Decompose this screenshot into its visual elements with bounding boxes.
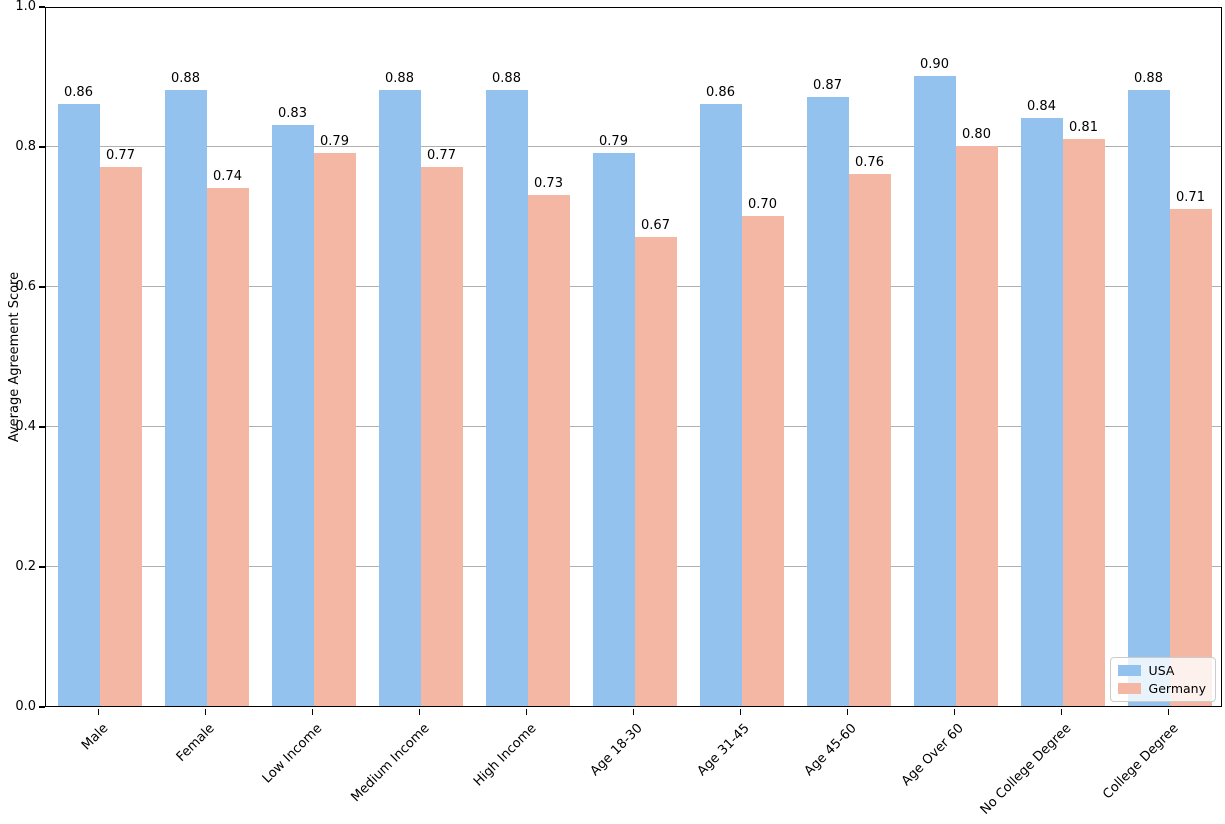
legend-label-germany: Germany (1148, 681, 1206, 696)
x-tick-mark-1 (204, 708, 207, 715)
bar-germany-9 (1062, 139, 1105, 706)
x-tick-mark-0 (97, 708, 100, 715)
bar-germany-7 (848, 174, 891, 706)
bar-usa-0 (57, 104, 100, 706)
plot-area: 0.86 0.77 0.88 0.74 0.83 0.79 0.88 0.77 0.88 0.73… (45, 7, 1222, 707)
y-axis-title: Average Agreement Score (7, 197, 25, 517)
x-tick-label-10: College Degree (911, 717, 1181, 802)
y-tick-mark-0.0 (39, 706, 45, 708)
y-tick-mark-0.2 (39, 566, 45, 568)
x-tick-mark-4 (525, 708, 528, 715)
bar-germany-10 (1169, 209, 1212, 706)
bar-usa-3 (378, 90, 421, 706)
x-tick-mark-7 (846, 708, 849, 715)
x-tick-mark-3 (418, 708, 421, 715)
bar-usa-7 (806, 97, 849, 706)
legend-swatch-germany (1117, 683, 1141, 694)
legend-entry-germany: Germany (1117, 681, 1206, 696)
bar-germany-5 (634, 237, 677, 706)
y-tick-mark-0.6 (39, 286, 45, 288)
bar-usa-8 (913, 76, 956, 706)
bar-usa-9 (1020, 118, 1063, 706)
bar-germany-1 (206, 188, 249, 706)
y-tick-label-0.8: 0.8 (15, 138, 36, 154)
bar-value-label-germany-5: 0.67 (641, 218, 670, 233)
bar-value-label-germany-9: 0.81 (1069, 120, 1098, 135)
bar-value-label-germany-2: 0.79 (320, 134, 349, 149)
y-tick-mark-1.0 (39, 6, 45, 8)
y-axis-title-text: Average Agreement Score (7, 271, 22, 443)
y-tick-mark-0.4 (39, 426, 45, 428)
y-tick-label-0.4: 0.4 (15, 418, 36, 434)
bar-germany-0 (99, 167, 142, 706)
x-tick-label-text: No College Degree (977, 721, 1075, 818)
legend-entry-usa: USA (1117, 663, 1206, 678)
x-tick-mark-9 (1060, 708, 1063, 715)
bar-value-label-usa-10: 0.88 (1134, 71, 1163, 86)
y-tick-label-0.0: 0.0 (15, 698, 36, 714)
bar-usa-5 (592, 153, 635, 706)
bar-germany-2 (313, 153, 356, 706)
bar-value-label-usa-7: 0.87 (813, 78, 842, 93)
bar-value-label-germany-1: 0.74 (213, 169, 242, 184)
bar-value-label-usa-5: 0.79 (599, 134, 628, 149)
legend-swatch-usa (1117, 665, 1141, 676)
bar-value-label-usa-2: 0.83 (278, 106, 307, 121)
bar-germany-4 (527, 195, 570, 706)
x-tick-label-text: College Degree (1099, 721, 1182, 803)
bar-value-label-germany-0: 0.77 (106, 148, 135, 163)
bar-usa-10 (1127, 90, 1170, 706)
bar-usa-4 (485, 90, 528, 706)
bar-value-label-usa-3: 0.88 (385, 71, 414, 86)
bar-value-label-usa-1: 0.88 (171, 71, 200, 86)
bar-value-label-germany-3: 0.77 (427, 148, 456, 163)
bar-usa-6 (699, 104, 742, 706)
bar-value-label-usa-9: 0.84 (1027, 99, 1056, 114)
y-tick-label-1.0: 1.0 (15, 0, 36, 14)
bar-value-label-germany-4: 0.73 (534, 176, 563, 191)
x-tick-mark-10 (1167, 708, 1170, 715)
legend: USA Germany (1109, 657, 1216, 702)
bar-germany-3 (420, 167, 463, 706)
bar-value-label-germany-8: 0.80 (962, 127, 991, 142)
bar-value-label-germany-10: 0.71 (1176, 190, 1205, 205)
bar-value-label-germany-6: 0.70 (748, 197, 777, 212)
bar-value-label-usa-6: 0.86 (706, 85, 735, 100)
y-tick-mark-0.8 (39, 146, 45, 148)
bar-value-label-usa-4: 0.88 (492, 71, 521, 86)
y-tick-label-0.6: 0.6 (15, 278, 36, 294)
bar-value-label-germany-7: 0.76 (855, 155, 884, 170)
gridline-0.8 (46, 145, 1221, 147)
bar-germany-8 (955, 146, 998, 706)
x-tick-mark-8 (953, 708, 956, 715)
x-tick-mark-6 (739, 708, 742, 715)
bar-value-label-usa-0: 0.86 (64, 85, 93, 100)
bar-value-label-usa-8: 0.90 (920, 57, 949, 72)
bar-usa-2 (271, 125, 314, 706)
x-tick-label-text: Medium Income (347, 721, 433, 806)
x-tick-mark-2 (311, 708, 314, 715)
x-tick-mark-5 (632, 708, 635, 715)
y-tick-label-0.2: 0.2 (15, 558, 36, 574)
legend-label-usa: USA (1148, 663, 1175, 678)
bar-usa-1 (164, 90, 207, 706)
bar-germany-6 (741, 216, 784, 706)
